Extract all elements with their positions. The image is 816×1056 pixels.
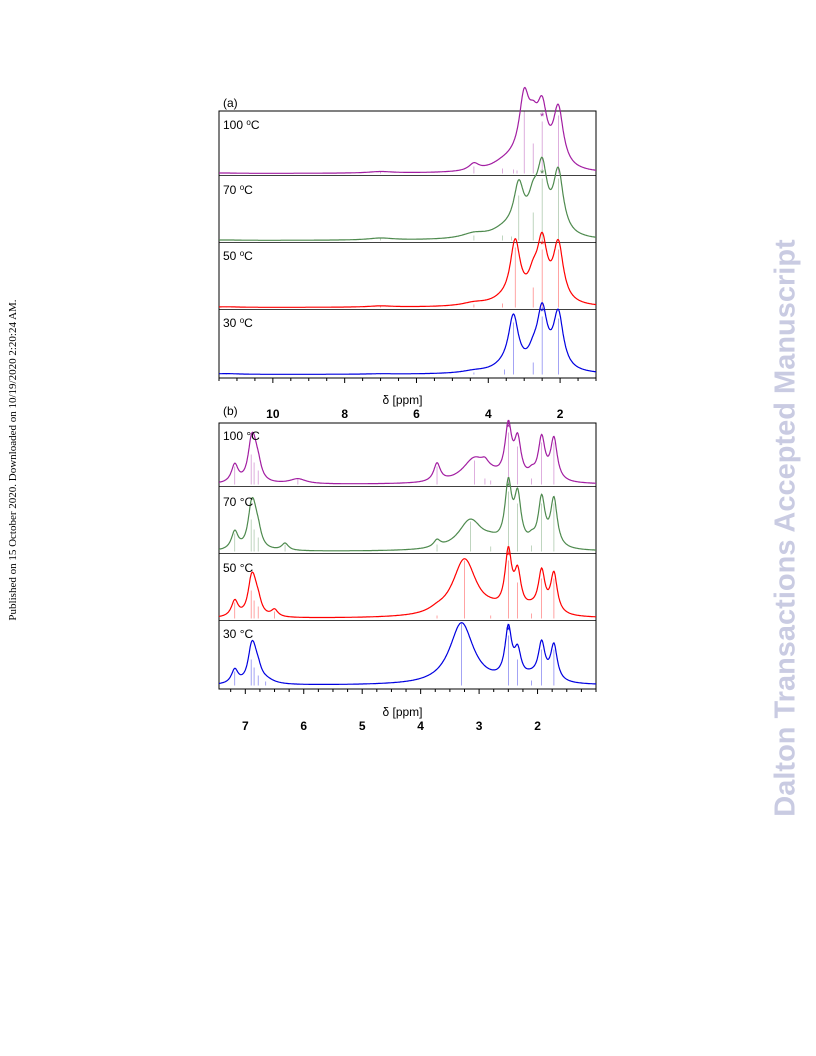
- spectrum-line: [218, 301, 597, 375]
- spectrum-series-70C: * 70 oC: [219, 156, 597, 241]
- solvent-star-marker: *: [540, 239, 545, 251]
- x-tick-label: 4: [485, 407, 492, 421]
- chart-panel-a: (a) 10 8 6 4 2 δ [ppm] * 100 oC * 70 oC * 50 oC * 30 o…: [218, 86, 597, 421]
- x-tick-label: 5: [359, 719, 366, 733]
- spectrum-series-30C: * 30 °C: [219, 622, 596, 686]
- plot-frame: [218, 110, 597, 379]
- solvent-star-marker: *: [540, 111, 545, 123]
- temperature-label: 100 °C: [223, 429, 260, 443]
- spectrum-line: [218, 476, 596, 552]
- x-tick-label: 10: [266, 407, 280, 421]
- x-tick-label: 2: [557, 407, 564, 421]
- solvent-star-marker: *: [540, 306, 545, 318]
- chart-panel-b: (b) 7 6 5 4 3 2 δ [ppm] * 100 °C * 70 °C * 50 °C * 30 °…: [218, 404, 597, 733]
- spectrum-line: [219, 622, 596, 685]
- spectrum-line: [219, 231, 597, 308]
- solvent-star-marker: *: [506, 550, 511, 562]
- spectrum-line: [218, 419, 596, 485]
- temperature-label: 30 °C: [223, 627, 253, 641]
- x-tick-label: 6: [413, 407, 420, 421]
- x-axis-label: δ [ppm]: [382, 393, 422, 407]
- x-tick-label: 7: [242, 719, 249, 733]
- spectrum-series-30C: * 30 oC: [218, 301, 597, 375]
- solvent-star-marker: *: [506, 625, 511, 637]
- x-tick-label: 4: [417, 719, 424, 733]
- spectrum-series-100C: * 100 °C: [218, 419, 596, 485]
- spectrum-series-100C: * 100 oC: [219, 86, 597, 174]
- spectrum-line: [219, 86, 597, 174]
- temperature-label: 100 oC: [223, 118, 260, 132]
- solvent-star-marker: *: [506, 481, 511, 493]
- spectrum-series-70C: * 70 °C: [218, 476, 596, 552]
- temperature-label: 50 oC: [223, 249, 253, 263]
- x-tick-label: 8: [341, 407, 348, 421]
- spectrum-series-50C: * 50 °C: [218, 546, 596, 619]
- panel-label: (a): [223, 96, 238, 110]
- temperature-label: 70 oC: [223, 183, 253, 197]
- spectrum-line: [219, 156, 597, 241]
- spectrum-series-50C: * 50 oC: [219, 231, 597, 308]
- temperature-label: 30 oC: [223, 316, 253, 330]
- x-tick-label: 6: [300, 719, 307, 733]
- spectrum-line: [218, 546, 596, 619]
- panel-label: (b): [223, 404, 238, 418]
- x-axis-label: δ [ppm]: [382, 705, 422, 719]
- x-tick-label: 2: [534, 719, 541, 733]
- plot-frame: [218, 422, 597, 690]
- solvent-star-marker: *: [540, 168, 545, 180]
- temperature-label: 70 °C: [223, 495, 253, 509]
- x-tick-label: 3: [476, 719, 483, 733]
- solvent-star-marker: *: [506, 422, 511, 434]
- temperature-label: 50 °C: [223, 561, 253, 575]
